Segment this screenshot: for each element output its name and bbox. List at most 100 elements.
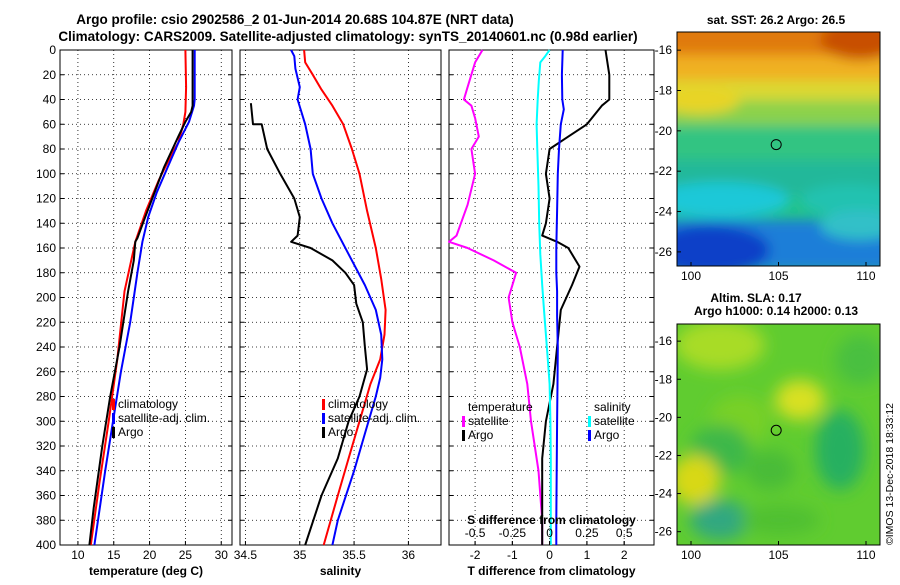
x-tick-label: 15 [107, 548, 121, 562]
map-y-tick-label: -26 [655, 245, 673, 259]
map-y-tick-label: -18 [655, 372, 673, 386]
y-tick-label: 220 [36, 315, 56, 329]
legend-label: satellite-adj. clim. [118, 411, 210, 425]
x2-tick-label: 0 [546, 526, 553, 540]
sla-map-subtitle: Argo h1000: 0.14 h2000: 0.13 [694, 304, 858, 318]
y-tick-label: 160 [36, 241, 56, 255]
watermark: ©IMOS 13-Dec-2018 18:33:12 [884, 403, 896, 545]
sst-map-panel: sat. SST: 26.2 Argo: 26.5 100 105 110 -16 [655, 13, 881, 283]
series-line-satellite-adj-clim- [290, 49, 384, 546]
title-line1: Argo profile: csio 2902586_2 01-Jun-2014… [76, 12, 513, 27]
x2-tick-label: 0.5 [616, 526, 633, 540]
map-x-tick-label: 110 [856, 269, 875, 283]
legend-label: satellite [468, 414, 509, 428]
x-tick-label: 2 [621, 548, 628, 562]
legend-title-temperature: temperature [468, 400, 533, 414]
x-tick-label: 1 [584, 548, 591, 562]
y-tick-label: 260 [36, 365, 56, 379]
plot-frame [59, 49, 233, 546]
y-tick-label: 100 [36, 167, 56, 181]
x-tick-label: 25 [179, 548, 193, 562]
legend-label: climatology [118, 397, 178, 411]
y-tick-label: 300 [36, 414, 56, 428]
map-y-tick-label: -22 [655, 164, 673, 178]
x-tick-label: 34.5 [234, 548, 258, 562]
x-tick-label: 35.5 [342, 548, 366, 562]
x-tick-label: -1 [507, 548, 518, 562]
y-tick-label: 60 [43, 117, 57, 131]
series-line-argo [249, 103, 369, 546]
legend-swatch [112, 399, 115, 410]
x-tick-label: 36 [402, 548, 416, 562]
y-tick-label: 380 [36, 513, 56, 527]
map-y-tick-label: -26 [655, 525, 673, 539]
map-y-tick-label: -20 [655, 410, 673, 424]
legend-swatch [322, 399, 325, 410]
y-tick-label: 280 [36, 390, 56, 404]
x2-tick-label: -0.5 [465, 526, 486, 540]
map-y-tick-label: -20 [655, 124, 673, 138]
y-tick-label: 140 [36, 216, 56, 230]
legend-label: Argo [594, 428, 620, 442]
x2-tick-label: -0.25 [499, 526, 527, 540]
x-tick-label: 30 [215, 548, 229, 562]
title-line2: Climatology: CARS2009. Satellite-adjuste… [58, 29, 637, 44]
legend-swatch [112, 413, 115, 424]
y-tick-label: 20 [43, 68, 57, 82]
legend-swatch [462, 416, 465, 427]
y-tick-label: 320 [36, 439, 56, 453]
legend-swatch [322, 413, 325, 424]
map-x-tick-label: 100 [681, 269, 701, 283]
map-y-tick-label: -24 [655, 487, 673, 501]
series-line-satellite-adj-clim- [93, 50, 196, 546]
x-tick-label: 0 [546, 548, 553, 562]
map-x-tick-label: 105 [768, 269, 788, 283]
salinity-panel: 34.5 35 35.5 36 salinity climatologysatellite… [234, 49, 442, 578]
map-x-tick-label: 110 [856, 548, 875, 562]
x2-tick-label: 0.25 [575, 526, 599, 540]
y-tick-label: 240 [36, 340, 56, 354]
legend-title-salinity: salinity [594, 400, 631, 414]
y-tick-label: 120 [36, 192, 56, 206]
y-tick-label: 0 [49, 43, 56, 57]
map-y-tick-label: -22 [655, 448, 673, 462]
argo-location-marker [770, 424, 782, 436]
y-tick-label: 400 [36, 538, 56, 552]
legend-swatch [462, 430, 465, 441]
y-tick-label: 200 [36, 291, 56, 305]
y-tick-label: 40 [43, 93, 57, 107]
series-line-argo [88, 50, 194, 546]
x-tick-label: -2 [470, 548, 481, 562]
difference-panel: -2 -1 0 1 2 T difference from climatology -0.5… [448, 49, 655, 578]
series-line-s-argo [555, 49, 565, 545]
legend-swatch [588, 430, 591, 441]
legend-label: Argo [118, 425, 144, 439]
sst-map-title: sat. SST: 26.2 Argo: 26.5 [707, 13, 846, 27]
legend-label: Argo [468, 428, 494, 442]
legend-swatch [112, 427, 115, 438]
map-x-tick-label: 105 [768, 548, 788, 562]
legend-swatch [322, 427, 325, 438]
legend-label: satellite [594, 414, 635, 428]
legend-label: satellite-adj. clim. [328, 411, 420, 425]
series-line-climatology [303, 49, 387, 546]
y-tick-label: 180 [36, 266, 56, 280]
sla-map-panel: Altim. SLA: 0.17 Argo h1000: 0.14 h2000:… [655, 291, 881, 562]
map-y-tick-label: -16 [655, 43, 673, 57]
sla-map-image [677, 324, 880, 545]
x2-axis-label: S difference from climatology [467, 513, 636, 527]
x-tick-label: 35 [293, 548, 307, 562]
sla-map-title: Altim. SLA: 0.17 [710, 291, 802, 305]
argo-location-marker [770, 139, 782, 151]
x-axis-label: T difference from climatology [467, 564, 635, 578]
x-axis-label: temperature (deg C) [89, 564, 203, 578]
y-tick-label: 360 [36, 489, 56, 503]
series-line-s-satellite [535, 49, 552, 545]
y-tick-label: 340 [36, 464, 56, 478]
legend-label: climatology [328, 397, 388, 411]
legend-label: Argo [328, 425, 354, 439]
y-tick-label: 80 [43, 142, 57, 156]
x-tick-label: 20 [143, 548, 157, 562]
sst-map-image [677, 32, 880, 266]
